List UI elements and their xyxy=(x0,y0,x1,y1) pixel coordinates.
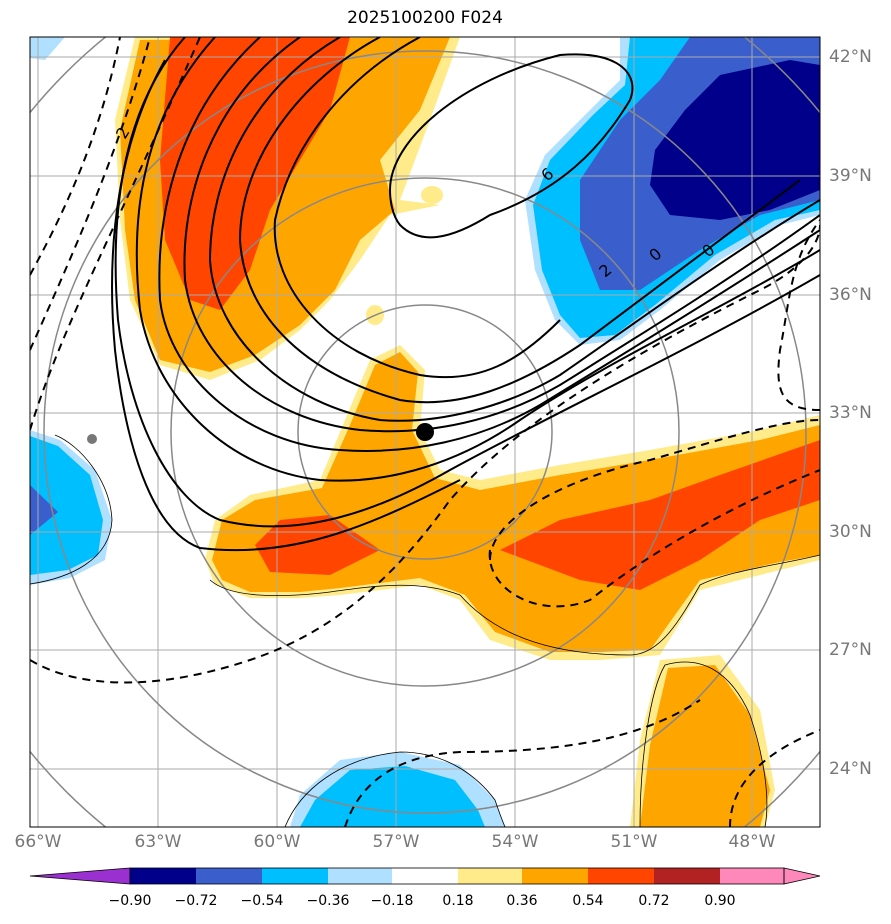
lon-label: 66°W xyxy=(14,832,62,852)
colorbar-tick-label: −0.72 xyxy=(174,893,218,909)
warm-region-nw-red xyxy=(160,37,350,310)
warm-spot-small-2 xyxy=(421,186,443,204)
lat-label: 27°N xyxy=(829,640,872,660)
shaded-anomaly-field xyxy=(30,37,820,827)
colorbar-tick-label: 0.54 xyxy=(572,893,604,909)
thin-outline xyxy=(30,434,820,827)
cold-region-corner xyxy=(30,37,65,60)
colorbar-bin xyxy=(328,868,392,884)
storm-center-marker xyxy=(416,423,434,441)
lon-label: 63°W xyxy=(134,832,182,852)
lat-label: 24°N xyxy=(829,759,872,779)
map-title: 2025100200 F024 xyxy=(347,8,503,28)
cold-region-s-cyan xyxy=(300,766,485,827)
colorbar-bin xyxy=(522,868,588,884)
colorbar-bin xyxy=(392,868,458,884)
colorbar-bin xyxy=(654,868,720,884)
colorbar-tick-label: 0.36 xyxy=(506,893,538,909)
colorbar-tick-label: −0.90 xyxy=(108,893,152,909)
colorbar-bin xyxy=(720,868,784,884)
cold-region-w-cyan xyxy=(30,436,103,575)
warm-band-orange xyxy=(212,352,820,652)
colorbar-bin xyxy=(588,868,654,884)
colorbar-tick-label: 0.90 xyxy=(704,893,736,909)
colorbar-tick-label: 0.72 xyxy=(638,893,670,909)
colorbar-tick-label: −0.18 xyxy=(370,893,414,909)
colorbar-max-extend xyxy=(783,867,821,885)
colorbar-bin xyxy=(262,868,328,884)
lon-label: 57°W xyxy=(372,832,420,852)
lon-label: 54°W xyxy=(491,832,539,852)
lon-label: 60°W xyxy=(253,832,301,852)
lat-label: 33°N xyxy=(829,403,872,423)
colorbar-tick-label: −0.54 xyxy=(240,893,284,909)
lon-label: 51°W xyxy=(610,832,658,852)
solid-contours xyxy=(111,37,820,552)
colorbar-bin xyxy=(458,868,522,884)
secondary-marker xyxy=(87,434,97,444)
colorbar-bin xyxy=(196,868,262,884)
lat-label: 39°N xyxy=(829,166,872,186)
colorbar-tick-label: 0.18 xyxy=(442,893,474,909)
lat-label: 42°N xyxy=(829,47,872,67)
lat-label: 30°N xyxy=(829,522,872,542)
warm-region-se-orange xyxy=(640,665,770,827)
colorbar xyxy=(29,867,821,885)
lat-label: 36°N xyxy=(829,285,872,305)
colorbar-bin xyxy=(130,868,196,884)
cold-region-ne-navy xyxy=(650,60,820,220)
cold-region-w-blue xyxy=(30,485,58,535)
map-frame xyxy=(29,36,821,828)
lon-label: 48°W xyxy=(728,832,776,852)
dashed-contours xyxy=(30,37,820,827)
graticule xyxy=(30,37,820,827)
colorbar-min-extend xyxy=(29,867,131,885)
colorbar-tick-label: −0.36 xyxy=(306,893,350,909)
warm-band-red-east xyxy=(500,440,820,590)
